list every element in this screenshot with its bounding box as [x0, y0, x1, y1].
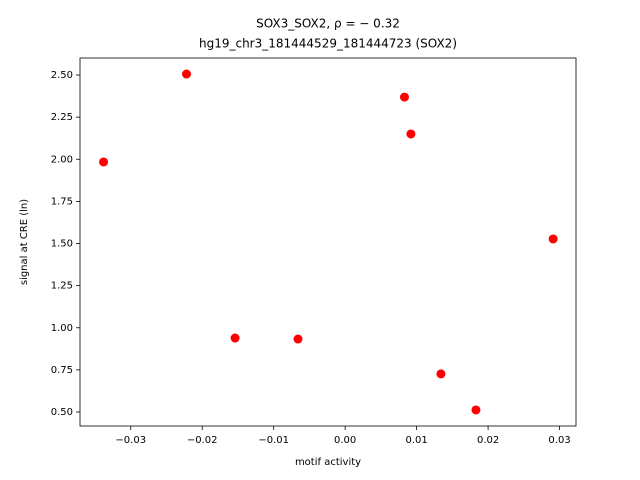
chart-subtitle: hg19_chr3_181444529_181444723 (SOX2)	[199, 37, 457, 51]
y-axis-label: signal at CRE (ln)	[19, 199, 30, 285]
point	[436, 369, 446, 379]
y-tick-label: 1.50	[51, 239, 73, 250]
y-tick-label: 1.75	[51, 196, 73, 207]
y-tick-label: 2.25	[51, 112, 73, 123]
point	[548, 234, 558, 244]
plot-frame	[79, 57, 577, 427]
x-tick-label: 0.02	[477, 435, 499, 446]
y-tick-label: 0.50	[51, 407, 73, 418]
x-tick-label: −0.01	[258, 435, 289, 446]
y-tick-label: 0.75	[51, 365, 73, 376]
x-tick-label: 0.01	[405, 435, 427, 446]
point	[293, 334, 303, 344]
point	[399, 92, 409, 102]
y-tick-label: 1.00	[51, 323, 73, 334]
x-axis-label: motif activity	[295, 457, 361, 468]
x-tick-label: 0.00	[334, 435, 356, 446]
x-tick-label: −0.03	[115, 435, 146, 446]
point	[471, 405, 481, 415]
x-tick-label: −0.02	[187, 435, 218, 446]
point	[406, 129, 416, 139]
y-tick-label: 1.25	[51, 281, 73, 292]
x-tick-label: 0.03	[548, 435, 570, 446]
point	[99, 157, 109, 167]
point	[181, 69, 191, 79]
point	[230, 333, 240, 343]
chart-title: SOX3_SOX2, ρ = − 0.32	[256, 17, 400, 31]
y-tick-label: 2.00	[51, 154, 73, 165]
y-tick-label: 2.50	[51, 70, 73, 81]
